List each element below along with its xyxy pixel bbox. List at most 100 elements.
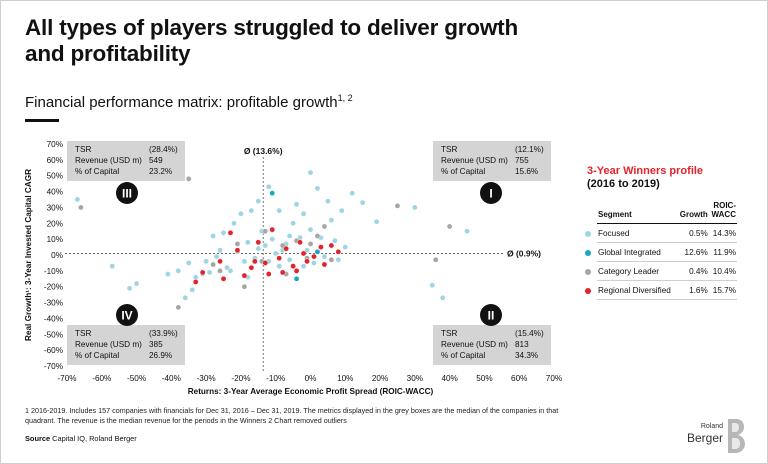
quadrant-metric-value: 26.9% [149,351,172,360]
point-category-leader [394,203,401,209]
x-tick-label: 60% [511,374,527,383]
subtitle-superscript: 1, 2 [337,93,353,103]
point-focused [248,207,255,214]
quadrant-badge [480,304,502,326]
point-regional-diversified [318,244,324,250]
quadrant-metric-value: 813 [515,340,529,349]
point-focused [265,184,272,190]
point-focused [126,285,133,292]
point-global-integrated [269,190,276,196]
point-regional-diversified [199,269,206,276]
y-tick-label: 10% [47,235,63,244]
point-focused [133,280,140,287]
scatter-chart: TSR (28.4%) Revenue (USD m) 549 % of Capital… [24,140,562,396]
point-focused [304,247,310,254]
point-category-leader [175,304,182,311]
panel-title: 3-Year Winners profile [587,165,704,177]
segment-label: Focused [598,229,630,238]
quadrant-metric-value: (28.4%) [149,145,178,154]
point-focused [109,263,116,269]
point-category-leader [314,233,321,239]
segment-label: Regional Diversified [598,286,671,295]
point-category-leader [217,268,223,274]
quadrant-metric-value: 23.2% [149,167,172,176]
point-focused [307,226,314,233]
y-tick-label: 60% [47,156,63,165]
source-label: Source [25,434,51,443]
quadrant-badge [116,182,138,204]
point-focused [74,196,81,203]
quadrant-box [67,325,185,365]
quadrant-metric-label: Revenue (USD m) [441,156,508,165]
y-tick-label: -60% [44,346,63,355]
y-tick-label: 20% [47,219,63,228]
table-row: Category Leader 0.4% 10.4% [585,261,737,281]
point-focused [210,233,216,239]
y-tick-label: -40% [44,314,63,323]
point-regional-diversified [192,279,199,285]
x-tick-label: 70% [546,374,562,383]
x-tick-label: 20% [372,374,388,383]
point-focused [300,263,307,269]
title-rule [25,119,59,122]
point-focused [328,217,335,223]
point-regional-diversified [290,263,296,269]
source-text: Capital IQ, Roland Berger [52,434,137,443]
point-regional-diversified [335,249,342,255]
legend-dot-global-integrated [585,250,591,256]
point-category-leader [78,204,84,211]
quadrant-box [433,141,551,181]
quadrant-numeral: IV [121,309,132,323]
point-focused [290,220,296,227]
point-global-integrated [293,275,300,282]
x-tick-label: -60% [92,374,111,383]
segment-label: Global Integrated [598,248,661,257]
point-focused [321,253,328,260]
point-focused [359,199,366,206]
quadrant-metric-label: Revenue (USD m) [441,340,508,349]
point-regional-diversified [227,229,234,236]
point-global-integrated [314,249,321,255]
point-regional-diversified [304,258,310,265]
roic-value: 10.4% [708,261,737,281]
legend-dot-category-leader [585,269,591,275]
point-focused [255,245,262,252]
point-category-leader [307,241,314,247]
point-focused [311,260,317,266]
point-focused [189,287,196,293]
quadrant-metric-value: 385 [149,340,163,349]
point-category-leader [234,241,241,247]
point-category-leader [210,261,216,268]
point-focused [429,282,436,288]
point-focused [276,263,282,269]
logo-line1: Roland [700,423,723,430]
point-category-leader [328,256,335,263]
point-regional-diversified [300,250,307,257]
point-focused [332,237,338,244]
quadrant-metric-value: 755 [515,156,529,165]
point-focused [182,295,189,301]
quadrant-metric-label: % of Capital [75,167,119,176]
panel-subtitle: (2016 to 2019) [587,178,660,190]
quadrant-metric-value: (33.9%) [149,329,178,338]
point-focused [238,210,244,217]
roic-value: 15.7% [708,280,737,300]
table-header: Segment Growth ROIC- WACC [597,199,737,224]
point-regional-diversified [328,242,335,249]
legend-dot-regional-diversified [585,288,591,294]
x-tick-label: -50% [127,374,146,383]
winners-panel: 3-Year Winners profile (2016 to 2019) Se… [585,165,737,300]
point-focused [314,185,321,192]
point-category-leader [321,223,328,230]
logo-line2: Berger [686,431,723,445]
point-regional-diversified [220,275,227,282]
point-focused [286,233,293,239]
quadrant-numeral: II [488,309,495,323]
quadrant-metric-label: TSR [75,145,91,154]
point-regional-diversified [255,239,262,246]
legend-dot-focused [585,231,591,237]
point-focused [286,256,293,263]
growth-value: 12.6% [676,242,709,262]
point-regional-diversified [293,268,300,274]
quadrant-numeral: III [122,187,132,201]
